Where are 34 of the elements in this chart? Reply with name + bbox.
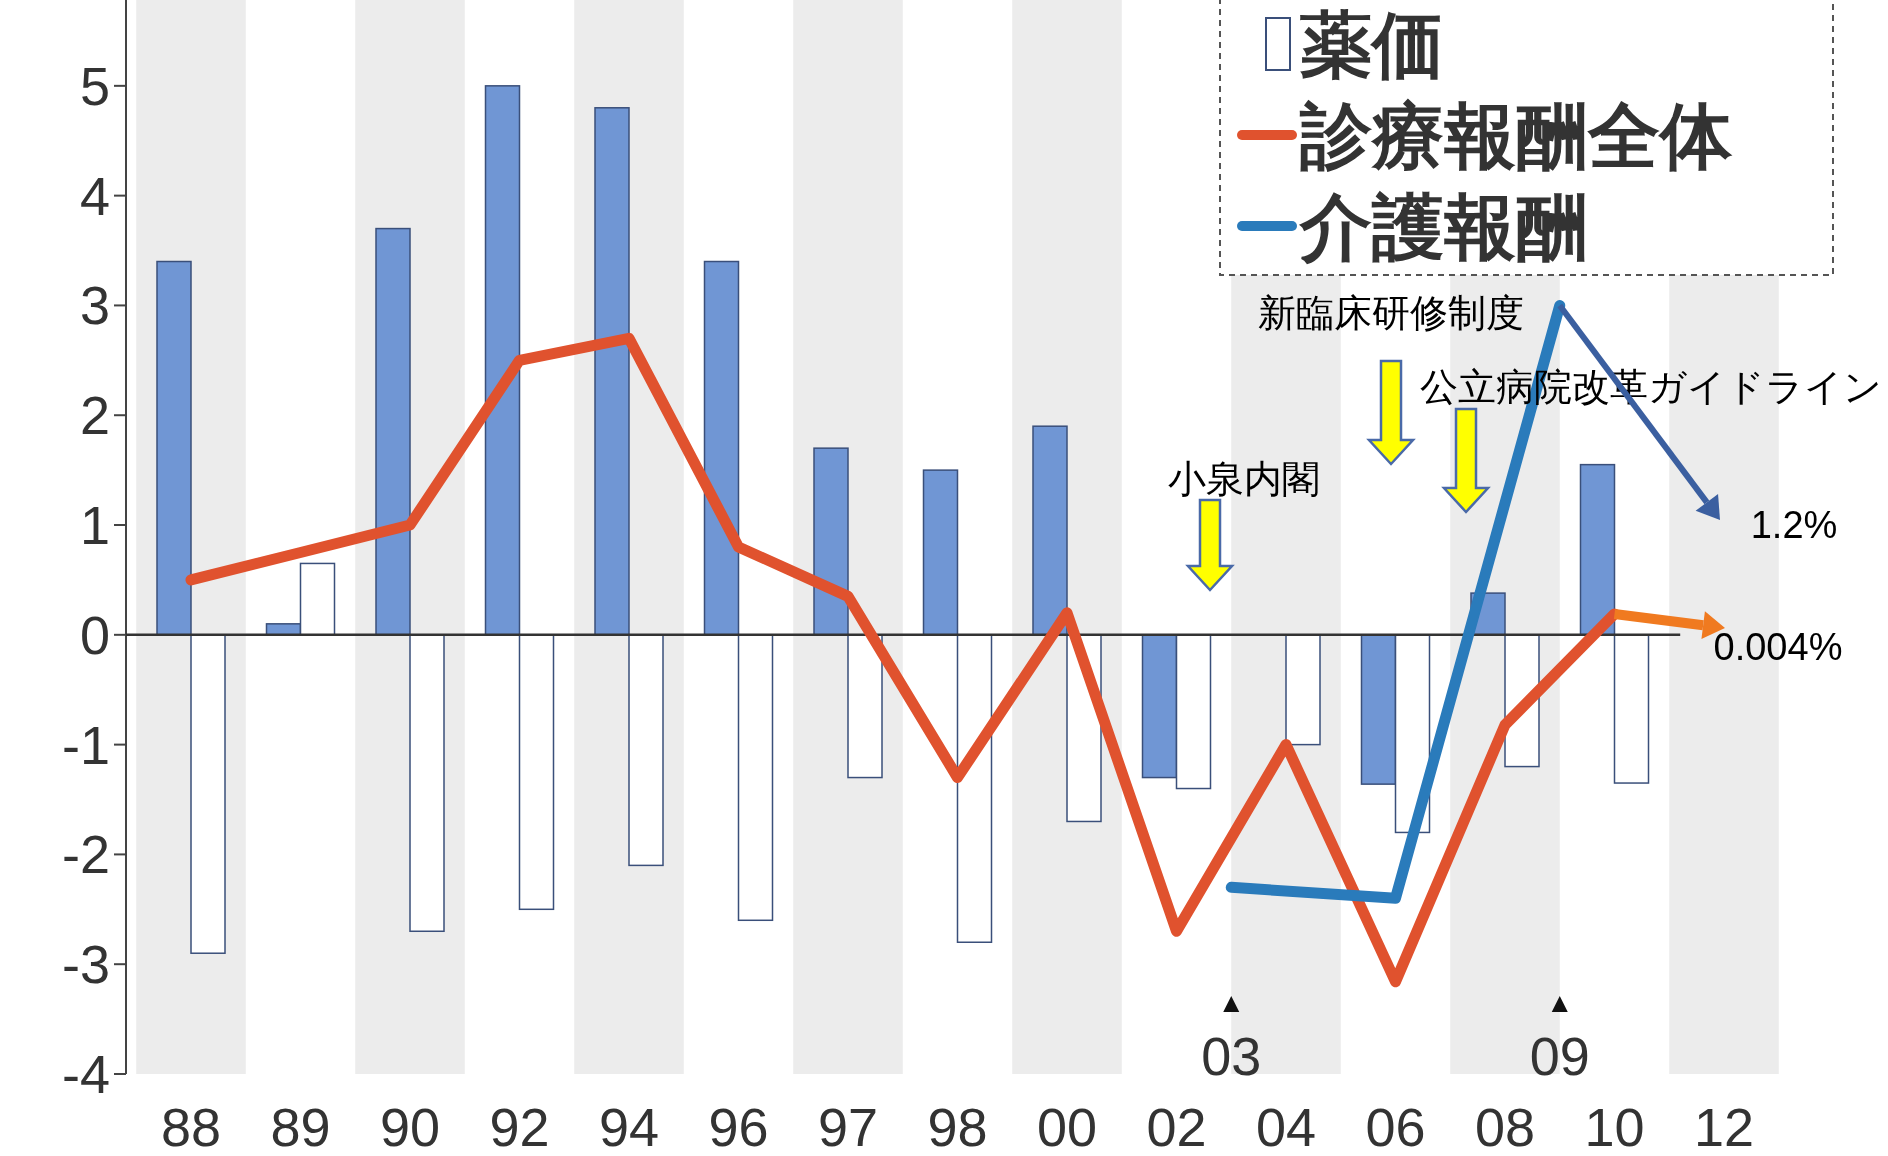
y-tick-label: -2 (61, 824, 110, 885)
x-tick-label: 02 (1146, 1097, 1207, 1156)
y-tick-label: 0 (79, 604, 110, 665)
annotation: 1.2% (1750, 504, 1838, 546)
x-tick-label: 94 (598, 1097, 660, 1156)
x-tick-label: 04 (1255, 1097, 1317, 1156)
x-tick-label: 08 (1474, 1097, 1536, 1156)
x-tick-label: 89 (270, 1097, 331, 1156)
y-tick-label: -1 (61, 714, 110, 775)
legend-label: 薬価 (1300, 5, 1444, 85)
y-tick-label: 2 (79, 385, 110, 446)
legend-label: 介護報酬 (1298, 187, 1588, 267)
x-tick-label: 06 (1365, 1097, 1426, 1156)
x-tick-label: 98 (927, 1097, 988, 1156)
x-tick-label: 03 (1201, 1026, 1262, 1086)
x-tick-label: 90 (379, 1097, 441, 1156)
x-tick-label: 88 (160, 1097, 222, 1156)
x-tick-label: 92 (489, 1097, 550, 1156)
annotation: 新臨床研修制度 (1258, 292, 1524, 334)
legend-label: 診療報酬全体 (1299, 96, 1733, 176)
annotation: 0.004% (1713, 626, 1843, 668)
y-tick-label: 4 (79, 165, 110, 226)
y-tick-label: -4 (61, 1044, 110, 1104)
x-tick-label: 97 (817, 1097, 879, 1156)
x-tick-label: 09 (1529, 1026, 1590, 1086)
x-tick-label: 00 (1036, 1097, 1098, 1156)
y-tick-label: -3 (61, 934, 110, 995)
x-tick-label: 10 (1584, 1097, 1645, 1156)
x-tick-label: 12 (1693, 1097, 1755, 1156)
y-tick-label: 1 (79, 495, 110, 556)
y-tick-label: 5 (79, 55, 110, 116)
y-tick-label: 3 (79, 275, 110, 336)
annotation: 小泉内閣 (1168, 458, 1320, 500)
x-tick-label: 96 (708, 1097, 769, 1156)
